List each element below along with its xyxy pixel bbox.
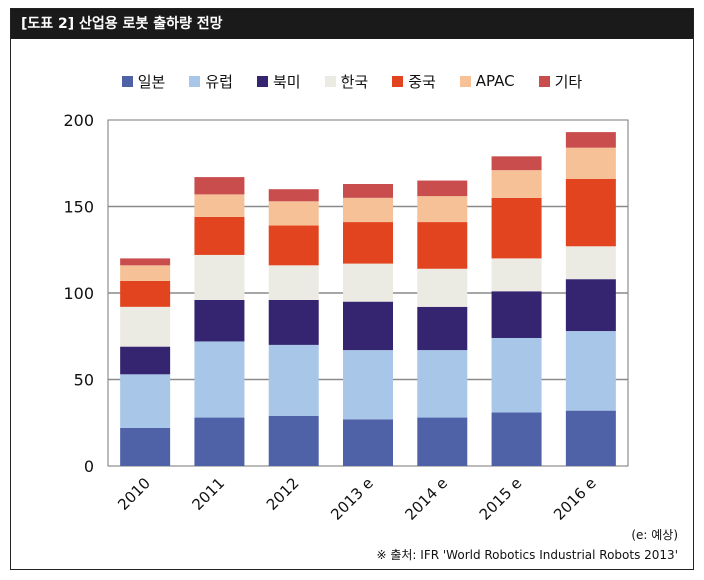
legend-swatch <box>121 75 133 87</box>
bar-segment-유럽 <box>268 344 319 416</box>
bar-segment-한국 <box>565 246 616 280</box>
bar-segment-APAC <box>268 201 319 226</box>
x-tick-label: 2016 e <box>550 474 600 524</box>
legend-label: 기타 <box>554 72 583 91</box>
bar-segment-일본 <box>120 427 171 466</box>
bar-segment-한국 <box>268 265 319 300</box>
bar-segment-중국 <box>565 178 616 247</box>
bar-segment-북미 <box>120 346 171 375</box>
legend-label: APAC <box>475 72 515 90</box>
legend-swatch <box>256 75 268 87</box>
bar-segment-APAC <box>491 170 542 198</box>
legend-swatch <box>392 75 404 87</box>
bar-segment-APAC <box>120 265 171 281</box>
legend-label: 유럽 <box>205 72 233 91</box>
bar-segment-한국 <box>343 263 393 302</box>
estimate-note: (e: 예상) <box>631 528 678 542</box>
legend-swatch <box>459 75 471 87</box>
x-tick-label: 2012 <box>263 474 303 514</box>
y-tick-label: 150 <box>63 198 94 217</box>
bar-segment-중국 <box>417 222 468 269</box>
bar-segment-일본 <box>417 417 468 466</box>
x-tick-label: 2014 e <box>401 474 451 524</box>
source-note: ※ 출처: IFR 'World Robotics Industrial Rob… <box>376 548 678 562</box>
bar-segment-한국 <box>491 258 542 292</box>
bar-segment-유럽 <box>491 337 542 413</box>
bar-segment-일본 <box>194 417 245 466</box>
figure-title: [도표 2] 산업용 로봇 출하량 전망 <box>11 9 693 39</box>
x-tick-label: 2015 e <box>476 474 526 524</box>
bar-segment-중국 <box>343 222 393 264</box>
bar-segment-한국 <box>120 306 171 347</box>
bar-segment-북미 <box>343 301 393 351</box>
bar-segment-북미 <box>268 299 319 345</box>
bar-segment-APAC <box>194 194 245 217</box>
bar-segment-중국 <box>491 197 542 259</box>
bar-segment-중국 <box>120 280 171 307</box>
bar-segment-유럽 <box>417 350 468 418</box>
legend-item: 북미 <box>256 71 301 92</box>
y-tick-label: 200 <box>63 111 94 130</box>
chart-legend: 일본 유럽 북미 한국 중국 APAC 기타 <box>0 70 704 92</box>
y-tick-label: 50 <box>74 371 94 390</box>
bar-segment-기타 <box>565 132 616 148</box>
bar-segment-기타 <box>491 156 542 171</box>
legend-swatch <box>538 75 550 87</box>
bar-segment-기타 <box>120 258 171 266</box>
bar-segment-일본 <box>343 419 393 466</box>
bar-segment-유럽 <box>343 350 393 420</box>
legend-item: APAC <box>459 72 515 90</box>
legend-item: 유럽 <box>189 71 233 92</box>
bar-segment-북미 <box>417 306 468 351</box>
legend-label: 중국 <box>408 72 436 91</box>
bar-segment-기타 <box>268 189 319 202</box>
legend-item: 일본 <box>121 71 166 92</box>
bar-segment-APAC <box>565 147 616 179</box>
legend-swatch <box>324 75 336 87</box>
x-tick-label: 2013 e <box>327 474 377 524</box>
bar-segment-북미 <box>565 279 616 332</box>
bar-segment-한국 <box>417 268 468 307</box>
bar-segment-일본 <box>565 410 616 466</box>
bar-segment-북미 <box>194 299 245 342</box>
bar-segment-유럽 <box>194 341 245 418</box>
bar-segment-일본 <box>268 415 319 466</box>
bar-segment-중국 <box>194 216 245 255</box>
x-tick-label: 2010 <box>114 474 154 514</box>
legend-item: 중국 <box>392 71 436 92</box>
y-tick-label: 100 <box>63 284 94 303</box>
bar-segment-기타 <box>343 184 393 198</box>
bar-segment-기타 <box>194 177 245 195</box>
legend-label: 북미 <box>272 72 301 91</box>
bar-segment-유럽 <box>565 331 616 411</box>
bar-segment-한국 <box>194 254 245 300</box>
legend-label: 한국 <box>340 72 369 91</box>
x-tick-label: 2011 <box>189 474 229 514</box>
bar-segment-유럽 <box>120 374 171 428</box>
bar-segment-북미 <box>491 291 542 338</box>
bar-segment-기타 <box>417 180 468 197</box>
legend-swatch <box>189 75 201 87</box>
bar-segment-APAC <box>343 197 393 223</box>
legend-item: 한국 <box>324 71 369 92</box>
legend-item: 기타 <box>538 71 583 92</box>
legend-label: 일본 <box>137 72 166 91</box>
y-tick-label: 0 <box>84 457 94 476</box>
bar-segment-일본 <box>491 412 542 466</box>
bar-segment-APAC <box>417 196 468 223</box>
bar-segment-중국 <box>268 225 319 266</box>
